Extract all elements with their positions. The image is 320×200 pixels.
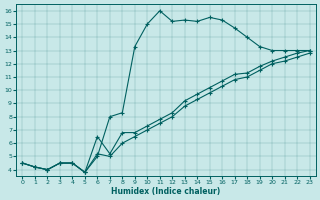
X-axis label: Humidex (Indice chaleur): Humidex (Indice chaleur) <box>111 187 221 196</box>
